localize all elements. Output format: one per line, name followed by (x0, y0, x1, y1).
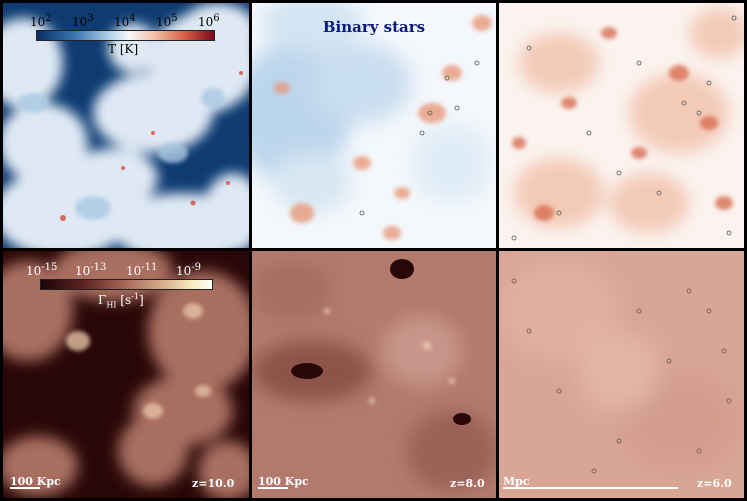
scale-bar-label: 100 Kpc (10, 475, 61, 488)
gamma-panel-z10 (3, 251, 249, 498)
gamma-tick: 10-11 (126, 262, 158, 278)
gamma-map-z10 (3, 251, 249, 498)
temperature-map-z8 (252, 3, 496, 248)
temperature-colorbar (36, 30, 215, 41)
temperature-tick: 104 (114, 13, 136, 29)
temperature-tick: 102 (30, 13, 52, 29)
gamma-colorbar-label: ΓHI [s-1] (98, 292, 144, 310)
gamma-colorbar (40, 279, 213, 290)
figure-title: Binary stars (322, 18, 426, 36)
gamma-map-z8 (252, 251, 496, 498)
gamma-panel-z6 (499, 251, 744, 498)
scale-bar-line (258, 487, 288, 489)
temperature-tick: 106 (198, 13, 220, 29)
temperature-panel-z8 (252, 3, 496, 248)
scale-bar-label: Mpc (503, 475, 530, 488)
scale-bar-label: 100 Kpc (258, 475, 309, 488)
temperature-colorbar-label: T [K] (108, 42, 139, 56)
temperature-panel-z6 (499, 3, 744, 248)
gamma-panel-z8 (252, 251, 496, 498)
gamma-tick: 10-13 (75, 262, 107, 278)
scale-bar-line (503, 487, 678, 489)
redshift-label: z=6.0 (697, 477, 732, 490)
redshift-label: z=10.0 (192, 477, 235, 490)
redshift-label: z=8.0 (450, 477, 485, 490)
gamma-tick: 10-9 (176, 262, 202, 278)
scale-bar-line (10, 487, 40, 489)
gamma-map-z6 (499, 251, 744, 498)
temperature-tick: 103 (72, 13, 94, 29)
temperature-tick: 105 (156, 13, 178, 29)
temperature-map-z6 (499, 3, 744, 248)
gamma-tick: 10-15 (26, 262, 58, 278)
